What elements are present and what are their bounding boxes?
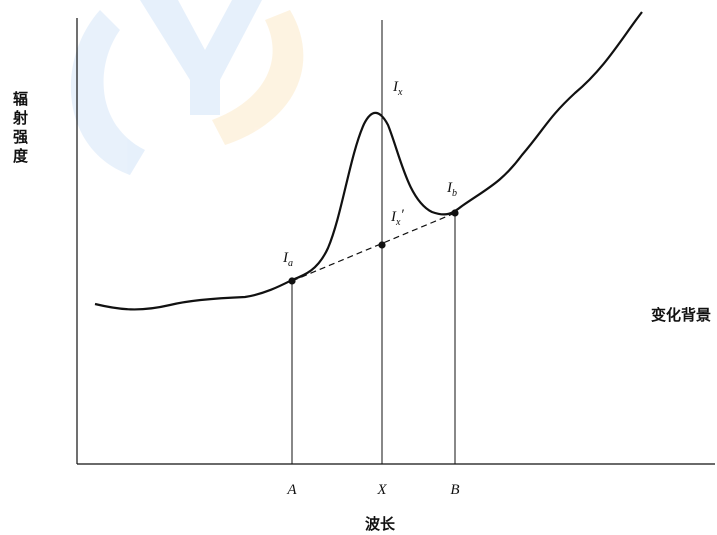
point-ix-prime (378, 241, 386, 249)
y-axis-title-char: 射 (12, 109, 28, 127)
point-ib (451, 209, 459, 217)
baseline-dashed (291, 212, 456, 282)
tick-label-b: B (450, 482, 459, 498)
tick-label-x: X (376, 482, 387, 498)
label-ia: Ia (282, 250, 293, 269)
x-axis-title: 波长 (365, 515, 396, 533)
watermark-orange-arc (212, 10, 304, 145)
y-axis-title-char: 度 (13, 147, 29, 165)
y-axis-title-char: 辐 (13, 90, 28, 108)
label-ib: Ib (446, 180, 457, 199)
point-ia (288, 277, 296, 285)
background-label: 变化背景 (651, 306, 711, 324)
watermark-blue-y (140, 0, 262, 115)
watermark-logo (70, 0, 304, 175)
watermark-blue-arc (70, 10, 145, 175)
spectrum-curve (94, 11, 643, 311)
y-axis-title-char: 强 (13, 128, 28, 146)
y-axis-title: 辐 射 强 度 (12, 90, 29, 165)
label-ix-prime: Ix′ (390, 207, 404, 228)
tick-label-a: A (286, 482, 297, 498)
label-ix: Ix (392, 79, 403, 98)
